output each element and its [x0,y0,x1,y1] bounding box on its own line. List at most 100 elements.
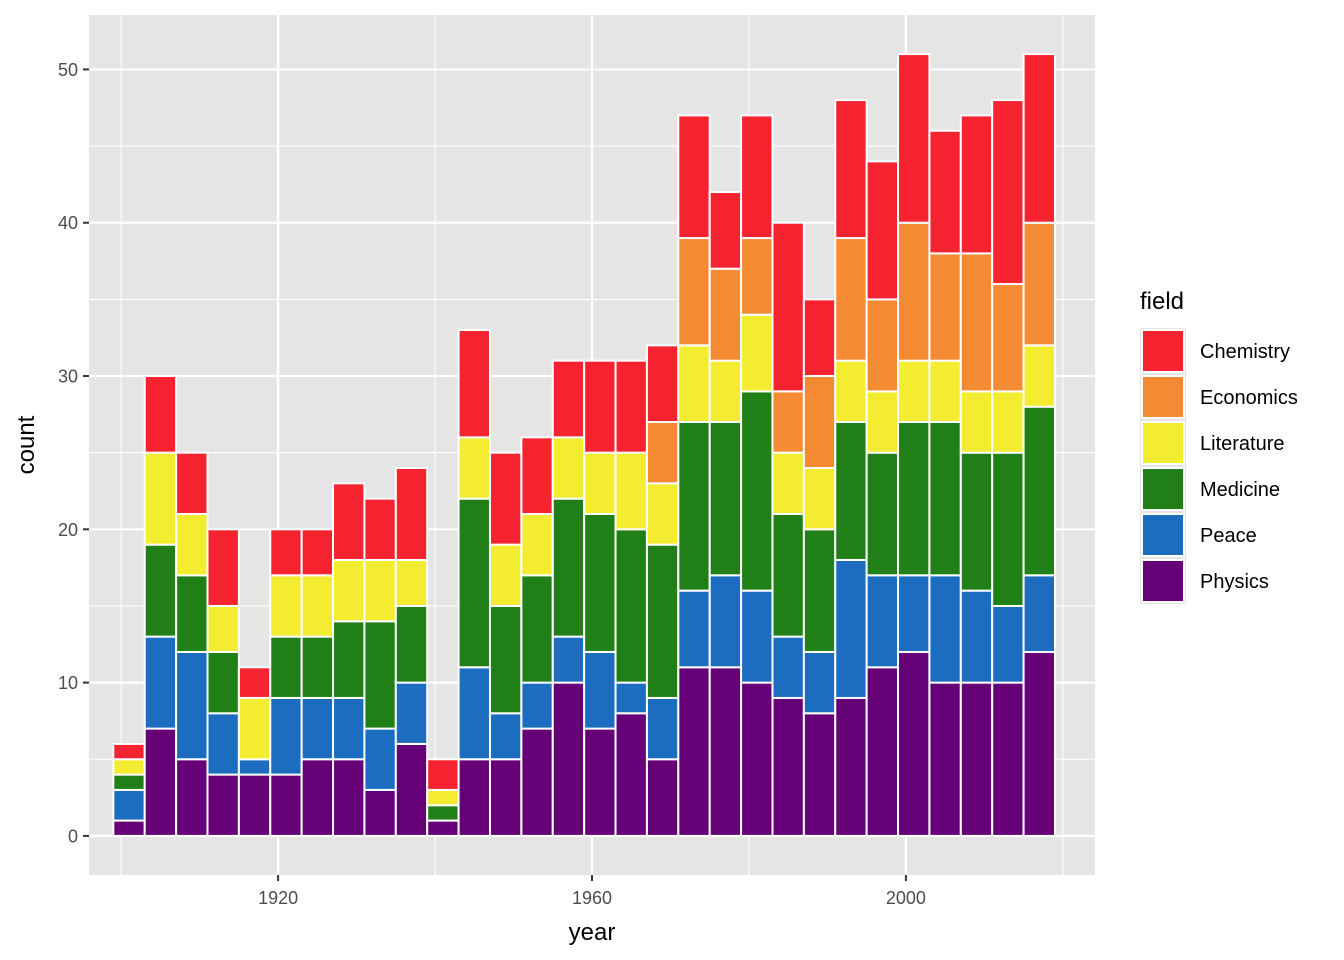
bar-peace-1929 [332,696,366,761]
bar-medicine-2001 [897,421,931,577]
bar-economics-2017 [1022,221,1056,347]
bar-chemistry-2009 [959,114,994,255]
bar-physics-1973 [677,666,711,837]
bar-literature-1977 [708,359,743,424]
bar-peace-1981 [740,589,774,684]
bar-literature-1961 [583,451,617,515]
bar-chemistry-1941 [426,758,460,791]
bar-medicine-2009 [959,451,994,592]
bar-peace-1909 [175,650,209,761]
bar-chemistry-1913 [206,528,240,607]
bar-literature-1949 [488,543,523,607]
bar-economics-2001 [897,221,931,362]
bar-literature-1913 [206,604,240,653]
bar-chemistry-1909 [175,451,209,515]
legend-title: field [1140,288,1184,315]
bar-chemistry-1901 [112,742,146,761]
bar-chemistry-1945 [457,329,491,439]
bar-physics-2013 [991,681,1025,837]
bar-economics-1989 [802,375,837,469]
x-axis: 1920 1960 2000 [258,875,926,908]
bar-medicine-1949 [488,604,523,715]
bar-peace-1917 [237,758,272,776]
bar-chemistry-1933 [363,497,397,561]
bar-physics-1949 [488,758,523,837]
bar-peace-1945 [457,666,491,761]
bar-physics-1925 [300,758,335,837]
bar-peace-2017 [1022,574,1056,653]
bar-physics-1953 [520,727,554,837]
bar-literature-1917 [237,696,272,761]
bar-economics-1985 [771,390,805,454]
bar-literature-1933 [363,558,397,623]
bar-chemistry-1981 [740,114,774,240]
legend-swatch-chemistry [1141,329,1185,373]
bar-medicine-1925 [300,635,335,699]
bar-chemistry-1953 [520,436,554,515]
bar-physics-1913 [206,773,240,837]
bar-peace-2013 [991,604,1025,684]
bar-economics-1973 [677,237,711,347]
bar-literature-1921 [269,574,303,638]
bar-economics-2013 [991,283,1025,393]
y-tick-label: 0 [68,826,78,846]
bar-chemistry-1961 [583,359,617,454]
bar-medicine-2017 [1022,405,1056,577]
bar-peace-1937 [394,681,429,745]
bar-literature-1901 [112,758,146,776]
bar-medicine-1941 [426,804,460,822]
bar-medicine-2013 [991,451,1025,607]
bars [112,53,1056,837]
legend-label-economics: Economics [1200,387,1298,409]
legend-label-chemistry: Chemistry [1200,341,1290,363]
legend-swatch-literature [1141,421,1185,465]
bar-literature-2001 [897,359,931,424]
x-tick-label: 1920 [258,888,298,908]
bar-economics-1997 [865,298,900,393]
bar-chemistry-1985 [771,221,805,393]
y-tick-label: 10 [58,673,78,693]
bar-physics-1937 [394,742,429,837]
bar-chemistry-1921 [269,528,303,577]
bar-economics-2009 [959,252,994,393]
bar-peace-1973 [677,589,711,669]
bar-literature-2017 [1022,344,1056,408]
bar-physics-1993 [834,696,868,837]
bar-literature-1925 [300,574,335,638]
bar-physics-1921 [269,773,303,837]
bar-literature-1957 [551,436,586,500]
bar-physics-1985 [771,696,805,837]
bar-medicine-1913 [206,650,240,715]
bar-physics-2001 [897,650,931,837]
bar-medicine-2005 [928,421,962,577]
bar-peace-1969 [645,696,680,761]
bar-medicine-1945 [457,497,491,669]
legend-swatch-economics [1141,375,1185,419]
bar-physics-1901 [112,819,146,837]
bar-literature-2009 [959,390,994,454]
bar-literature-1945 [457,436,491,500]
bar-medicine-1997 [865,451,900,577]
bar-chemistry-1957 [551,359,586,439]
bar-medicine-1985 [771,512,805,638]
bar-medicine-1965 [614,528,648,684]
bar-peace-1997 [865,574,900,669]
bar-peace-1993 [834,558,868,699]
bar-economics-1977 [708,267,743,362]
bar-medicine-1981 [740,390,774,592]
bar-peace-1957 [551,635,586,684]
bar-chemistry-2013 [991,99,1025,286]
bar-peace-1913 [206,712,240,776]
bar-peace-2005 [928,574,962,684]
bar-physics-1929 [332,758,366,837]
bar-medicine-1933 [363,620,397,730]
bar-physics-1941 [426,819,460,837]
bar-physics-2009 [959,681,994,837]
bar-literature-1909 [175,512,209,577]
y-tick-label: 50 [58,60,78,80]
bar-physics-2017 [1022,650,1056,837]
bar-literature-1937 [394,558,429,607]
bar-medicine-1929 [332,620,366,699]
bar-peace-1961 [583,650,617,730]
bar-peace-1921 [269,696,303,776]
